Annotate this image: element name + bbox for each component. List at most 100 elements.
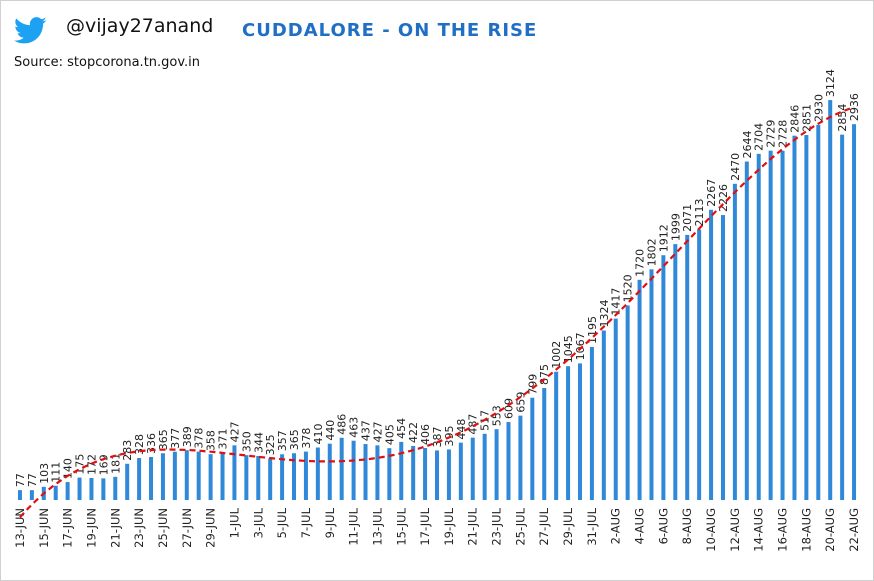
- bar: [566, 366, 571, 500]
- value-label: 1324: [598, 300, 611, 328]
- value-label: 2936: [848, 93, 861, 121]
- value-label: 1802: [645, 238, 658, 266]
- bar: [697, 229, 702, 500]
- value-label: 410: [312, 424, 325, 445]
- bar: [399, 441, 404, 500]
- value-label: 875: [538, 364, 551, 385]
- value-label: 406: [419, 424, 432, 445]
- value-label: 77: [26, 473, 39, 487]
- x-tick-label: 18-AUG: [799, 508, 813, 552]
- bar: [89, 477, 94, 500]
- bar: [661, 255, 666, 500]
- chart-title: CUDDALORE - ON THE RISE: [242, 20, 537, 41]
- bar: [172, 451, 177, 500]
- value-label: 344: [252, 432, 265, 453]
- value-label: 283: [121, 440, 134, 461]
- x-tick-label: 9-JUL: [323, 507, 337, 538]
- value-label: 175: [74, 454, 87, 475]
- value-label: 378: [300, 428, 313, 449]
- x-tick-label: 29-JUL: [561, 507, 575, 545]
- x-tick-label: 22-AUG: [847, 508, 861, 552]
- bar: [506, 422, 511, 500]
- value-label: 440: [324, 420, 337, 441]
- bar: [101, 478, 106, 500]
- value-label: 2930: [812, 94, 825, 122]
- x-tick-label: 25-JUL: [513, 507, 527, 545]
- x-tick-label: 17-JUL: [418, 507, 432, 545]
- bar: [852, 124, 857, 501]
- bar: [792, 135, 797, 500]
- bar: [303, 451, 308, 500]
- value-label: 427: [371, 421, 384, 442]
- x-tick-label: 15-JUN: [37, 508, 51, 548]
- value-label: 487: [467, 414, 480, 435]
- value-label: 378: [193, 428, 206, 449]
- bar: [184, 450, 189, 500]
- x-tick-label: 29-JUN: [204, 508, 218, 548]
- bar: [423, 448, 428, 500]
- x-tick-label: 19-JUN: [84, 508, 98, 548]
- bar: [625, 305, 630, 500]
- value-label: 659: [514, 392, 527, 413]
- bar: [268, 458, 273, 500]
- bar: [256, 455, 261, 500]
- value-label: 371: [217, 429, 230, 450]
- value-label: 325: [264, 434, 277, 455]
- x-tick-label: 6-AUG: [656, 508, 670, 544]
- value-label: 357: [276, 430, 289, 451]
- bar: [685, 234, 690, 500]
- x-tick-label: 15-JUL: [394, 507, 408, 545]
- bar: [315, 447, 320, 500]
- x-tick-label: 10-AUG: [704, 508, 718, 552]
- bar: [709, 209, 714, 500]
- bar: [756, 153, 761, 501]
- x-tick-label: 13-JUN: [13, 508, 27, 548]
- value-label: 2071: [681, 204, 694, 232]
- bar: [840, 134, 845, 500]
- value-label: 1417: [610, 288, 623, 316]
- value-label: 181: [109, 453, 122, 474]
- value-label: 463: [348, 417, 361, 438]
- bar: [446, 449, 451, 500]
- value-label: 2729: [765, 120, 778, 148]
- value-label: 358: [205, 430, 218, 451]
- value-label: 405: [383, 424, 396, 445]
- bar: [613, 318, 618, 500]
- bar: [363, 444, 368, 500]
- bar: [244, 455, 249, 500]
- bar: [220, 452, 225, 500]
- bar: [649, 269, 654, 500]
- value-label: 2226: [717, 184, 730, 212]
- bar: [542, 387, 547, 500]
- bar: [816, 124, 821, 501]
- bar: [601, 330, 606, 500]
- value-label: 2267: [705, 179, 718, 207]
- x-tick-label: 21-JUL: [466, 507, 480, 545]
- bar: [196, 451, 201, 500]
- bar: [673, 244, 678, 500]
- bar: [744, 161, 749, 501]
- value-label: 454: [395, 418, 408, 439]
- value-label: 365: [288, 429, 301, 450]
- value-label: 387: [431, 426, 444, 447]
- bar: [530, 397, 535, 500]
- value-label: 486: [336, 414, 349, 435]
- handle: @vijay27anand: [66, 15, 213, 37]
- bar: [732, 183, 737, 500]
- x-tick-label: 27-JUL: [537, 507, 551, 545]
- bar: [804, 135, 809, 500]
- source: Source: stopcorona.tn.gov.in: [14, 55, 200, 70]
- x-tick-label: 25-JUN: [156, 508, 170, 548]
- bar: [375, 445, 380, 500]
- bar: [53, 485, 58, 500]
- x-tick-label: 21-JUN: [108, 508, 122, 548]
- bar: [494, 429, 499, 500]
- value-label: 336: [145, 433, 158, 454]
- value-label: 2704: [753, 123, 766, 151]
- value-label: 3124: [824, 69, 837, 97]
- x-tick-label: 14-AUG: [752, 508, 766, 552]
- x-tick-label: 2-AUG: [609, 508, 623, 544]
- bar: [137, 458, 142, 500]
- value-label: 422: [407, 422, 420, 443]
